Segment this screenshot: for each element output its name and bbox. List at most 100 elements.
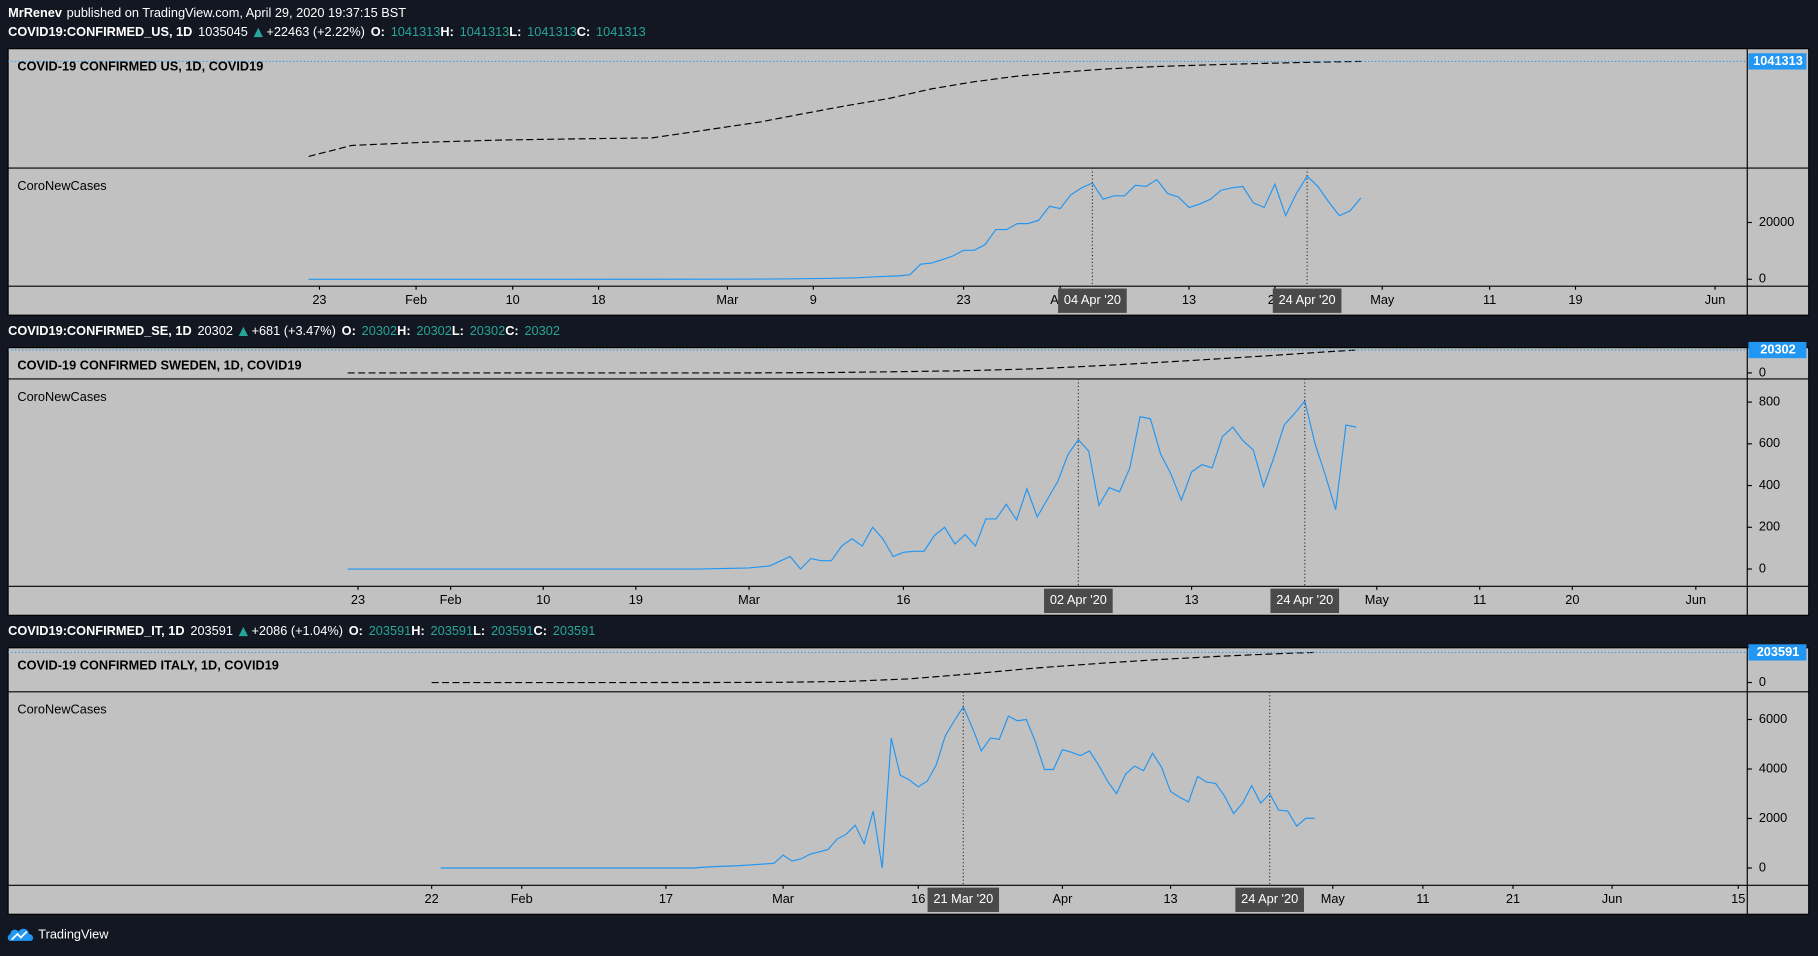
- pane-title: CoroNewCases: [17, 178, 106, 193]
- legend-text: 20302: [524, 323, 559, 338]
- legend-text: 203591: [190, 623, 233, 638]
- up-arrow: [238, 626, 249, 637]
- crosshair-label: 24 Apr '20: [1276, 592, 1333, 607]
- y-tick-label: 4000: [1759, 760, 1787, 775]
- x-tick-label: May: [1370, 292, 1395, 307]
- x-tick-label: 11: [1416, 891, 1429, 906]
- legend-text: 20302: [416, 323, 451, 338]
- x-tick-label: 13: [1163, 891, 1177, 906]
- crosshair-label-box: [1235, 887, 1305, 912]
- chart-panel: [7, 48, 1810, 316]
- logo-line: [10, 931, 28, 941]
- pane-title: CoroNewCases: [17, 389, 106, 404]
- x-tick-label: Jun: [1705, 292, 1726, 307]
- series-line: [308, 60, 1361, 158]
- crosshair-label: 24 Apr '20: [1279, 292, 1336, 307]
- legend-text: O:: [371, 24, 385, 39]
- y-tick-label: 0: [1759, 364, 1766, 379]
- legend-text: 1041313: [460, 24, 510, 39]
- pane-title: CoroNewCases: [17, 702, 106, 717]
- last-value-label: 20302: [1760, 341, 1795, 356]
- crosshair-label-box: [1272, 288, 1342, 313]
- x-tick-label: 11: [1473, 592, 1486, 607]
- legend-text: H:: [440, 24, 453, 39]
- legend-text: 203591: [553, 623, 596, 638]
- legend-text: C:: [505, 323, 518, 338]
- legend-text: L:: [509, 24, 521, 39]
- y-tick-label: 0: [1759, 271, 1766, 286]
- series-line: [440, 705, 1315, 869]
- last-value-box: [1748, 341, 1807, 359]
- legend-text: 20302: [362, 323, 397, 338]
- chart-panel: [7, 647, 1810, 915]
- legend-text: 203591: [431, 623, 474, 638]
- y-tick-label: 600: [1759, 435, 1780, 450]
- x-tick-label: 10: [536, 592, 550, 607]
- legend-text: 1041313: [596, 24, 646, 39]
- legend-text: COVID19:CONFIRMED_IT, 1D: [8, 623, 184, 638]
- publish-line: MrRenev published on TradingView.com, Apr…: [8, 5, 406, 20]
- x-tick-label: 13: [1184, 592, 1198, 607]
- x-tick-label: 16: [911, 891, 925, 906]
- y-tick-label: 6000: [1759, 711, 1787, 726]
- up-arrow: [238, 326, 249, 337]
- series-line: [347, 349, 1357, 374]
- published-info: published on TradingView.com, April 29, …: [67, 5, 407, 20]
- x-tick-label: Feb: [511, 891, 533, 906]
- legend-text: 1035045: [198, 24, 248, 39]
- crosshair-label: 02 Apr '20: [1050, 592, 1107, 607]
- crosshair-label-box: [1270, 588, 1340, 613]
- legend-text: 20302: [470, 323, 505, 338]
- last-value-box: [1748, 644, 1807, 661]
- series-line: [347, 399, 1357, 570]
- legend-text: O:: [349, 623, 363, 638]
- x-tick-label: 22: [425, 891, 439, 906]
- legend-text: L:: [452, 323, 464, 338]
- x-tick-label: May: [1365, 592, 1390, 607]
- y-tick-label: 20000: [1759, 214, 1794, 229]
- legend-text: 20302: [197, 323, 232, 338]
- y-tick-label: 800: [1759, 393, 1780, 408]
- x-tick-label: 21: [1506, 891, 1520, 906]
- x-tick-label: May: [1321, 891, 1346, 906]
- x-tick-label: Mar: [738, 592, 761, 607]
- legend-text: 1041313: [527, 24, 577, 39]
- last-value-label: 1041313: [1753, 53, 1803, 68]
- x-tick-label: Feb: [440, 592, 462, 607]
- x-tick-label: 19: [1568, 292, 1582, 307]
- last-value-box: [1748, 53, 1807, 70]
- y-tick-label: 400: [1759, 477, 1780, 492]
- x-tick-label: 18: [591, 292, 605, 307]
- crosshair-label: 21 Mar '20: [933, 891, 993, 906]
- x-tick-label: 23: [956, 292, 970, 307]
- brand-name[interactable]: TradingView: [38, 927, 109, 942]
- series-line: [431, 651, 1315, 684]
- pane-title: COVID-19 CONFIRMED ITALY, 1D, COVID19: [17, 658, 279, 673]
- brand-logo[interactable]: [7, 928, 34, 941]
- up-arrow: [253, 27, 263, 38]
- x-tick-label: Jun: [1602, 891, 1623, 906]
- x-tick-label: 10: [506, 292, 520, 307]
- crosshair-label: 24 Apr '20: [1241, 891, 1298, 906]
- legend-text: L:: [473, 623, 485, 638]
- last-value-label: 203591: [1757, 644, 1800, 659]
- x-tick-label: Feb: [405, 292, 427, 307]
- legend-text: 203591: [369, 623, 412, 638]
- legend-text: 203591: [491, 623, 534, 638]
- legend-text: +22463 (+2.22%): [266, 24, 365, 39]
- x-tick-label: Mar: [716, 292, 739, 307]
- y-tick-label: 0: [1759, 859, 1766, 874]
- chart-panel: [7, 347, 1810, 616]
- legend-text: O:: [342, 323, 356, 338]
- y-tick-label: 0: [1759, 674, 1766, 689]
- x-tick-label: 23: [312, 292, 326, 307]
- y-tick-label: 200: [1759, 519, 1780, 534]
- legend-text: COVID19:CONFIRMED_SE, 1D: [8, 323, 192, 338]
- crosshair-label-box: [1058, 288, 1127, 313]
- crosshair-label-box: [1044, 588, 1113, 613]
- legend-text: 1041313: [391, 24, 441, 39]
- crosshair-label: 04 Apr '20: [1064, 292, 1121, 307]
- crosshair-label-box: [927, 887, 1000, 912]
